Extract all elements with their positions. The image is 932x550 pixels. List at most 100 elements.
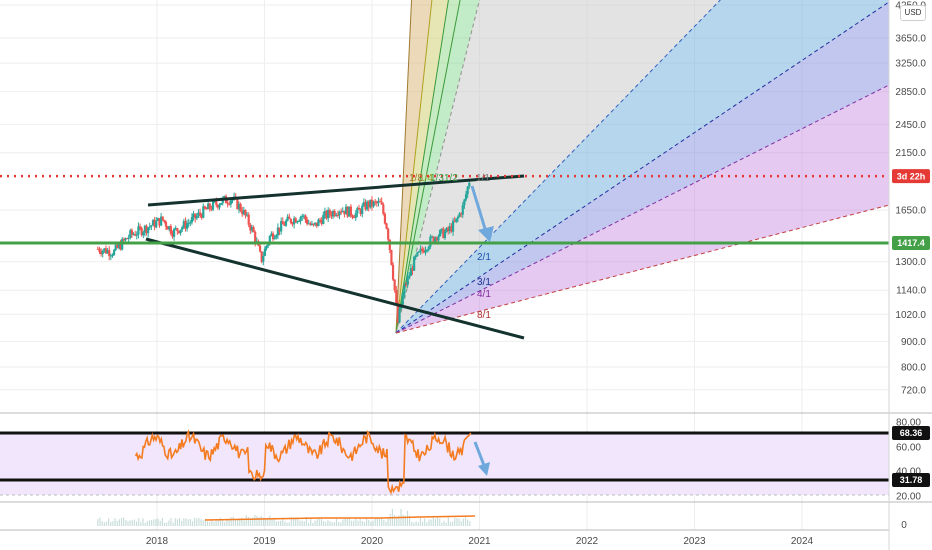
candle-body (468, 182, 471, 187)
candle-body (434, 237, 437, 243)
candle-body (158, 218, 161, 226)
candle-body (211, 201, 215, 210)
candle-body (317, 219, 320, 227)
candle-body (318, 219, 322, 221)
candle-body (362, 202, 365, 206)
candle-body (445, 227, 448, 232)
candle-body (419, 248, 422, 252)
rsi-tick-label: 40.00 (896, 467, 921, 478)
candle-body (130, 230, 134, 235)
volume-bar (166, 522, 168, 526)
candle-body (450, 226, 453, 232)
volume-bar (174, 518, 176, 526)
candle-body (137, 226, 140, 235)
rsi-axis[interactable]: 80.00 60.00 40.00 20.00 (896, 418, 921, 503)
rsi-level-badge (892, 473, 930, 487)
volume-bar (280, 520, 282, 526)
time-axis[interactable]: 2018 2019 2020 2021 2022 2023 2024 (146, 536, 814, 547)
fan-label: 1/2 (444, 173, 458, 184)
volume-bar (191, 521, 194, 526)
volume-bar (419, 517, 421, 526)
volume-bar (163, 522, 166, 526)
volume-bar (389, 513, 391, 526)
candle-body (369, 199, 372, 208)
volume-bar (267, 517, 269, 526)
price-axis[interactable]: 4250.03650.03250.02850.02450.02150.01650… (895, 1, 926, 397)
rsi-tick-label: 60.00 (896, 443, 921, 454)
candle-body (263, 248, 267, 256)
fan-line (395, 0, 449, 334)
candle-body (195, 215, 198, 219)
candle-body (268, 236, 271, 244)
volume-bar (325, 522, 327, 526)
candle-body (153, 220, 156, 228)
volume-bar (387, 518, 389, 526)
volume-bar (372, 520, 374, 526)
volume-bar (151, 519, 153, 526)
candle-body (100, 251, 103, 255)
candle-body (223, 196, 226, 199)
volume-bar (181, 520, 183, 526)
candle-body (215, 201, 218, 205)
axis-badges: 3d 22h 1417.4 68.36 31.78 (892, 169, 930, 487)
candle-body (414, 255, 417, 258)
volume-bar (118, 519, 120, 526)
candle-body (132, 234, 135, 236)
currency-label[interactable]: USD (900, 5, 926, 21)
volume-bar (219, 517, 222, 526)
volume-bar (277, 521, 280, 526)
candle-body (391, 264, 395, 280)
volume-bar (344, 518, 346, 526)
candle-body (247, 214, 250, 225)
candle-body (453, 220, 456, 222)
price-tick-label: 720.0 (901, 385, 926, 396)
candle-body (333, 211, 336, 216)
candle-body (421, 248, 424, 251)
candle-body (398, 308, 401, 323)
volume-bar (108, 518, 110, 526)
volume-bar (320, 518, 323, 526)
volume-bar (282, 518, 284, 526)
fan-sector (396, 0, 721, 333)
volume-bar (434, 518, 437, 526)
volume-bar (200, 519, 202, 526)
candle-body (356, 207, 359, 214)
volume-bar (340, 522, 342, 526)
candle-body (189, 222, 192, 224)
candle-body (442, 228, 445, 238)
candle-body (323, 211, 327, 215)
volume-bar (327, 519, 329, 526)
volume-bar (232, 516, 234, 526)
candle-body (205, 208, 208, 210)
candle-body (338, 211, 341, 216)
candle-body (361, 205, 364, 215)
candle-body (325, 211, 328, 219)
candle-body (393, 279, 396, 291)
candle-body (220, 203, 223, 205)
candle-body (260, 251, 263, 262)
volume-axis[interactable]: 0 (901, 520, 907, 531)
candle-body (375, 201, 378, 204)
volume-bar (374, 517, 376, 526)
volume-bar (355, 517, 357, 526)
candle-body (156, 218, 159, 221)
rsi-band (0, 433, 889, 495)
volume-bar (469, 521, 471, 526)
candle-body (382, 204, 385, 214)
volume-bar (303, 521, 305, 526)
volume-bar (131, 520, 133, 526)
candle-body (348, 206, 351, 217)
volume-bar (331, 522, 333, 526)
candle-body (312, 223, 315, 225)
candle-body (435, 237, 438, 241)
candle-body (111, 255, 114, 257)
fan-label: 1/3 (430, 173, 444, 184)
volume-bar (439, 518, 441, 526)
volume-bar (116, 520, 118, 526)
fan-line (395, 204, 889, 334)
volume-bar (155, 519, 157, 526)
volume-bar (209, 521, 211, 526)
volume-bar (415, 521, 417, 526)
candle-body (184, 221, 187, 229)
